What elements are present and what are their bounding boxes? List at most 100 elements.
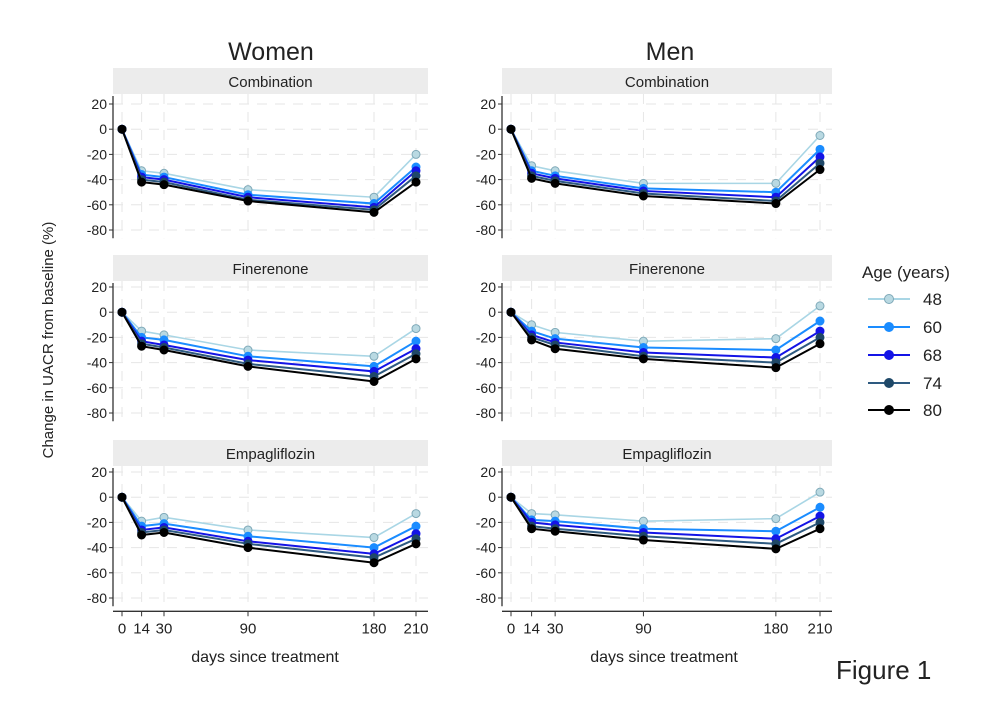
data-point [638,354,648,364]
panel-women-combination: Combination 20 0 -20 -40 -60 -80 [87,68,428,239]
x-tick-label: 30 [547,620,564,637]
y-tick-label: -80 [476,590,496,606]
legend-item-68: 68 [868,346,942,365]
panel-strip [502,255,832,281]
data-point [159,527,169,537]
series-line [121,496,417,549]
y-tick-label: -20 [87,329,107,345]
data-point [411,324,421,334]
y-tick-label: 0 [99,304,107,320]
data-point [771,178,781,188]
series-line [121,311,417,378]
data-point [815,301,825,311]
data-point [527,335,537,345]
x-tick-label: 30 [156,620,173,637]
data-point [815,339,825,349]
series-line [510,496,821,540]
x-tick-label: 210 [807,620,832,637]
legend-label: 68 [923,346,942,365]
y-tick-label: -80 [476,405,496,421]
data-point [815,502,825,512]
panel-title: Combination [228,74,312,91]
data-point [243,543,253,553]
x-tick-label: 0 [507,620,515,637]
data-point [369,558,379,568]
data-point [506,307,516,317]
legend-item-74: 74 [868,374,942,393]
series-age-80 [117,307,421,386]
y-tick-label: 0 [99,121,107,137]
series-line [510,311,821,359]
y-tick-label: -60 [87,197,107,213]
data-point [369,207,379,217]
data-point [137,530,147,540]
data-point [815,131,825,140]
data-point [506,492,516,502]
x-tick-label: 180 [763,620,788,637]
series-line [121,128,417,199]
data-point [411,177,421,187]
panel-title: Empagliflozin [622,446,711,463]
data-point [771,514,781,524]
figure-label: Figure 1 [836,655,931,685]
x-tick-label: 90 [635,620,652,637]
data-point [411,521,421,531]
panel-strip [113,255,428,281]
data-point [527,173,537,183]
series-line [510,311,821,364]
y-tick-label: 0 [488,304,496,320]
x-tick-label: 14 [523,620,540,637]
panel-men-empagliflozin: Empagliflozin 20 0 -20 -40 -60 -80 0 14 30 90 180 21… [476,440,833,637]
y-tick-label: 20 [480,279,496,295]
y-tick-label: 20 [91,96,107,112]
legend-marker [884,350,894,360]
x-tick-label: 14 [133,620,150,637]
data-point [771,526,781,536]
data-point [815,165,825,175]
column-title-men: Men [646,38,695,66]
data-point [159,345,169,355]
series-line [510,311,821,352]
data-point [771,334,781,344]
series-line [121,128,417,214]
data-point [411,149,421,159]
data-point [815,316,825,326]
y-tick-label: -20 [476,146,496,162]
y-tick-label: -40 [476,540,496,556]
y-tick-label: -80 [476,222,496,238]
y-tick-label: -20 [87,146,107,162]
y-tick-label: -60 [87,380,107,396]
series-line [121,311,417,373]
y-tick-label: -80 [87,590,107,606]
y-tick-label: -60 [476,380,496,396]
series-line [510,496,821,545]
y-tick-label: -80 [87,222,107,238]
y-tick-label: -60 [87,565,107,581]
x-tick-label: 0 [118,620,126,637]
series-age-80 [506,307,825,373]
series-line [510,496,821,533]
panel-men-finerenone: Finerenone 20 0 -20 -40 -60 -80 [476,255,832,422]
legend-marker [884,322,894,332]
data-point [411,509,421,519]
series-age-80 [506,492,825,554]
panel-strip [113,68,428,94]
series-line [121,496,417,555]
series-age-80 [117,492,421,568]
panel-strip [502,68,832,94]
legend-label: 80 [923,401,942,420]
data-point [550,178,560,188]
series-age-80 [506,124,825,209]
y-tick-label: 20 [480,464,496,480]
y-tick-label: 20 [91,279,107,295]
data-point [117,307,127,317]
y-tick-label: -40 [87,540,107,556]
y-tick-label: -40 [476,172,496,188]
panel-title: Combination [625,74,709,91]
x-tick-label: 90 [240,620,257,637]
panel-title: Finerenone [233,261,309,278]
legend-item-60: 60 [868,318,942,337]
data-point [771,345,781,355]
data-point [243,361,253,371]
y-tick-label: -20 [87,514,107,530]
